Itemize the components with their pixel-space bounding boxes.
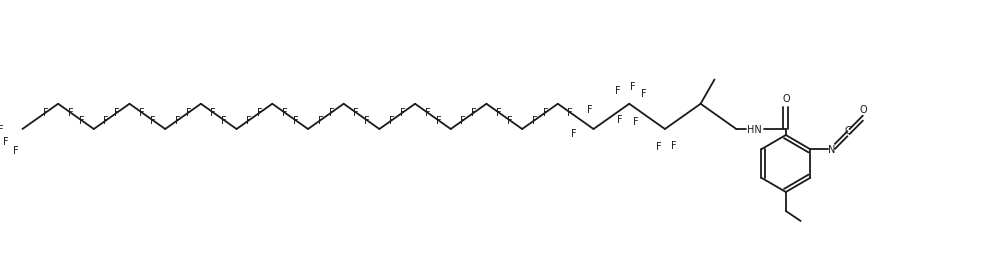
- Text: F: F: [364, 116, 370, 126]
- Text: O: O: [858, 105, 866, 115]
- Text: F: F: [656, 141, 661, 151]
- Text: F: F: [257, 108, 262, 118]
- Text: F: F: [246, 116, 251, 126]
- Text: F: F: [221, 116, 227, 126]
- Text: F: F: [104, 116, 108, 126]
- Text: F: F: [139, 108, 145, 118]
- Text: F: F: [399, 108, 405, 118]
- Text: F: F: [79, 116, 84, 126]
- Text: F: F: [496, 108, 501, 118]
- Text: F: F: [388, 116, 394, 126]
- Text: F: F: [640, 89, 646, 99]
- Text: C: C: [843, 125, 850, 135]
- Text: F: F: [317, 116, 322, 126]
- Text: F: F: [3, 136, 9, 146]
- Text: F: F: [114, 108, 120, 118]
- Text: F: F: [328, 108, 334, 118]
- Text: F: F: [282, 108, 287, 118]
- Text: F: F: [293, 116, 298, 126]
- Text: F: F: [68, 108, 73, 118]
- Text: F: F: [0, 124, 4, 134]
- Text: F: F: [470, 108, 476, 118]
- Text: O: O: [781, 94, 789, 104]
- Text: HN: HN: [746, 124, 761, 134]
- Text: F: F: [507, 116, 512, 126]
- Text: F: F: [587, 104, 593, 114]
- Text: F: F: [459, 116, 465, 126]
- Text: F: F: [567, 108, 573, 118]
- Text: F: F: [435, 116, 441, 126]
- Text: F: F: [614, 86, 620, 96]
- Text: F: F: [670, 140, 676, 150]
- Text: F: F: [617, 115, 622, 125]
- Text: F: F: [629, 82, 634, 92]
- Text: F: F: [632, 116, 638, 126]
- Text: F: F: [531, 116, 536, 126]
- Text: F: F: [570, 128, 576, 138]
- Text: F: F: [210, 108, 216, 118]
- Text: N: N: [827, 145, 835, 155]
- Text: F: F: [175, 116, 180, 126]
- Text: F: F: [150, 116, 156, 126]
- Text: F: F: [43, 108, 48, 118]
- Text: F: F: [542, 108, 548, 118]
- Text: F: F: [424, 108, 430, 118]
- Text: F: F: [13, 145, 18, 155]
- Text: F: F: [185, 108, 191, 118]
- Text: F: F: [353, 108, 359, 118]
